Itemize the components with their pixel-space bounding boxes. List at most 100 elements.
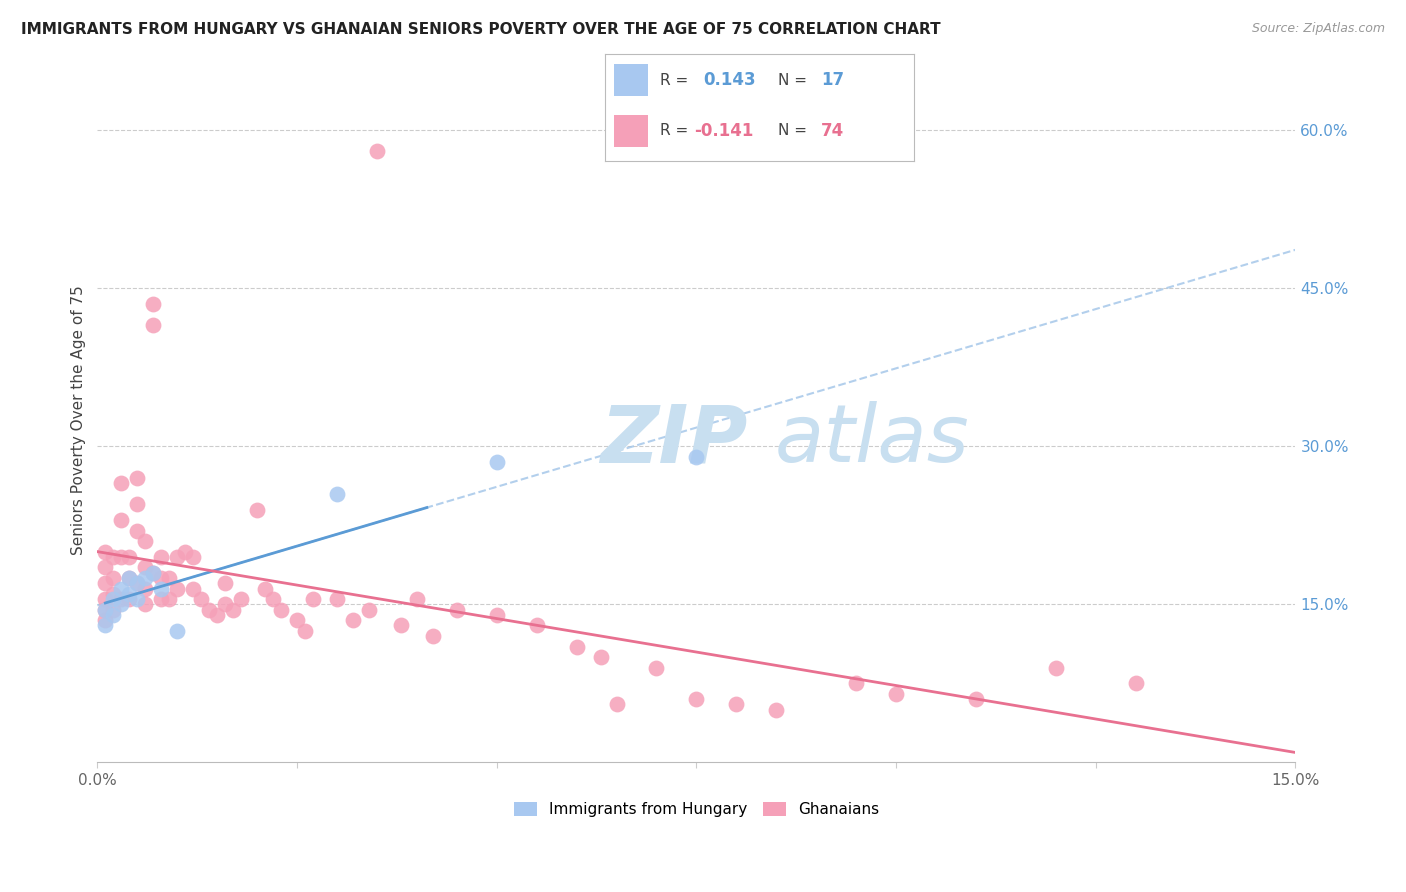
Point [485,607,508,622]
Point [845,676,868,690]
Point [422,629,444,643]
Text: N =: N = [778,73,807,87]
Point [357,602,380,616]
Text: R =: R = [661,73,689,87]
Point [118,571,141,585]
Point [254,582,277,596]
Point [157,592,180,607]
Text: 17: 17 [821,71,844,89]
Text: 74: 74 [821,121,845,139]
Text: IMMIGRANTS FROM HUNGARY VS GHANAIAN SENIORS POVERTY OVER THE AGE OF 75 CORRELATI: IMMIGRANTS FROM HUNGARY VS GHANAIAN SENI… [21,22,941,37]
Point [229,592,252,607]
Point [134,582,156,596]
Point [342,613,364,627]
Point [142,566,165,580]
Point [110,549,132,564]
Point [1045,660,1067,674]
Point [134,534,156,549]
Point [294,624,316,638]
Point [134,560,156,574]
Point [645,660,668,674]
Point [110,598,132,612]
Point [765,703,787,717]
Point [685,692,707,706]
Point [1125,676,1147,690]
Point [103,592,125,607]
Point [565,640,588,654]
Text: atlas: atlas [775,401,969,480]
Point [150,549,173,564]
Text: N =: N = [778,123,807,138]
Point [142,297,165,311]
Point [205,607,228,622]
Point [110,582,132,596]
Point [103,549,125,564]
Point [285,613,308,627]
Point [270,602,292,616]
Point [326,592,349,607]
Point [118,592,141,607]
Point [134,571,156,585]
Point [174,544,197,558]
Point [150,592,173,607]
Point [127,471,149,485]
Text: R =: R = [661,123,689,138]
Point [127,576,149,591]
Point [110,476,132,491]
Bar [614,114,648,146]
Point [150,582,173,596]
Point [262,592,284,607]
Point [389,618,412,632]
Point [94,618,117,632]
Point [302,592,325,607]
Point [526,618,548,632]
Point [94,544,117,558]
Bar [614,64,648,96]
Point [127,524,149,538]
Point [214,598,236,612]
Point [142,318,165,332]
Point [157,571,180,585]
Point [214,576,236,591]
Text: -0.141: -0.141 [695,121,754,139]
Text: 0.143: 0.143 [703,71,756,89]
Point [181,549,204,564]
Point [246,502,269,516]
Point [142,566,165,580]
Point [94,602,117,616]
Point [103,607,125,622]
Point [446,602,468,616]
Point [405,592,427,607]
Point [965,692,987,706]
Y-axis label: Seniors Poverty Over the Age of 75: Seniors Poverty Over the Age of 75 [72,285,86,555]
Point [118,587,141,601]
Legend: Immigrants from Hungary, Ghanaians: Immigrants from Hungary, Ghanaians [508,796,884,823]
Point [94,613,117,627]
Text: ZIP: ZIP [600,401,748,480]
Point [166,582,188,596]
Point [110,592,132,607]
Point [366,145,388,159]
Point [725,698,748,712]
Point [94,576,117,591]
Point [606,698,628,712]
Point [166,624,188,638]
Point [326,486,349,500]
Point [127,592,149,607]
Point [198,602,221,616]
Point [166,549,188,564]
Point [110,513,132,527]
Point [685,450,707,464]
Point [884,687,907,701]
Text: Source: ZipAtlas.com: Source: ZipAtlas.com [1251,22,1385,36]
Point [190,592,212,607]
Point [181,582,204,596]
Point [589,650,612,665]
Point [103,587,125,601]
Point [94,560,117,574]
Point [118,549,141,564]
Point [94,602,117,616]
Point [150,571,173,585]
Point [94,592,117,607]
Point [103,571,125,585]
